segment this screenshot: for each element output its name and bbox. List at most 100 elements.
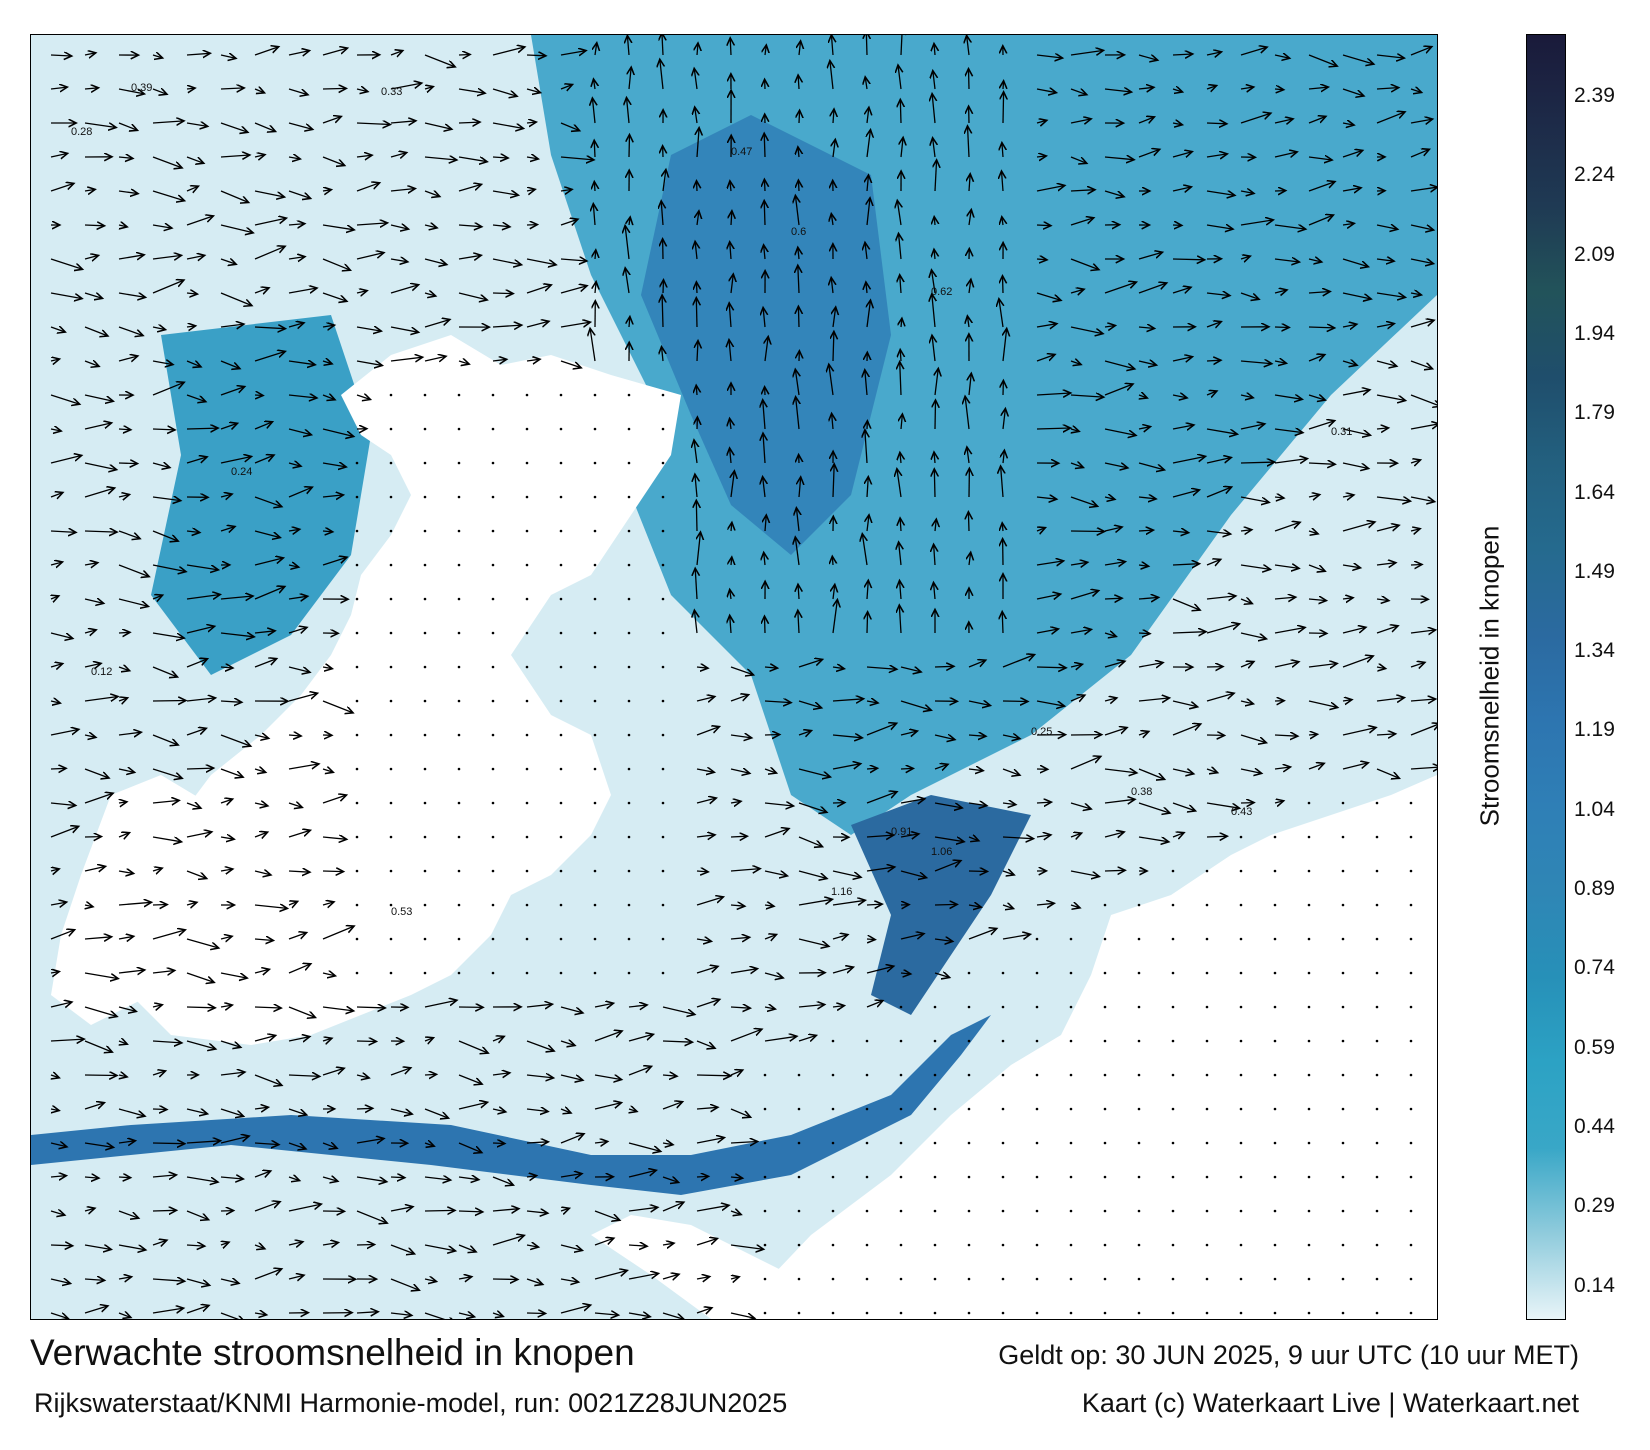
calm-dot [491, 597, 495, 601]
current-vector-arrow [999, 299, 1003, 328]
calm-dot [593, 461, 597, 465]
current-vector-arrow [867, 107, 869, 124]
current-vector-arrow [900, 934, 924, 939]
calm-dot [1171, 869, 1175, 873]
current-vector-arrow [1274, 327, 1289, 328]
calm-dot [933, 1005, 937, 1009]
current-vector-arrow [594, 182, 595, 192]
calm-dot [525, 427, 529, 431]
current-vector-arrow [696, 1205, 729, 1212]
calm-dot [1171, 1039, 1175, 1043]
current-vector-arrow [322, 769, 333, 772]
current-vector-arrow [1002, 701, 1028, 702]
current-vector-arrow [152, 463, 170, 468]
current-vector-arrow [288, 190, 311, 198]
current-vector-arrow [458, 361, 469, 364]
current-vector-arrow [695, 568, 697, 600]
current-vector-arrow [50, 292, 82, 299]
calm-dot [933, 1107, 937, 1111]
current-vector-arrow [832, 870, 861, 877]
current-vector-arrow [867, 612, 868, 634]
current-vector-arrow [254, 89, 265, 93]
calm-dot [627, 427, 631, 431]
current-vector-arrow [50, 664, 63, 667]
current-vector-arrow [50, 87, 67, 89]
current-vector-arrow [694, 440, 697, 464]
calm-dot [627, 767, 631, 771]
calm-dot [1307, 937, 1311, 941]
calm-dot [457, 699, 461, 703]
current-vector-arrow [356, 1075, 369, 1078]
current-vector-arrow [764, 870, 787, 876]
calm-dot [1035, 1277, 1039, 1281]
current-vector-arrow [1274, 767, 1291, 769]
current-vector-arrow [1172, 456, 1206, 464]
current-vector-arrow [900, 700, 931, 710]
calm-dot [1001, 1141, 1005, 1145]
current-vector-arrow [798, 938, 829, 946]
current-vector-arrow [764, 735, 780, 736]
current-vector-arrow [186, 216, 213, 226]
calm-dot [967, 1141, 971, 1145]
current-vector-arrow [1274, 628, 1305, 634]
current-vector-arrow [152, 429, 175, 430]
current-vector-arrow [118, 632, 130, 633]
current-vector-arrow [1036, 497, 1057, 499]
current-vector-arrow [730, 969, 758, 973]
current-vector-arrow [798, 870, 827, 879]
current-vector-arrow [356, 183, 380, 192]
current-vector-arrow [628, 1034, 653, 1042]
current-vector-arrow [696, 500, 697, 532]
current-vector-arrow [458, 1211, 483, 1212]
current-vector-arrow [900, 275, 901, 294]
current-vector-arrow [660, 59, 663, 90]
current-speed-map[interactable]: 0.39 0.28 0.33 0.47 0.6 0.62 0.91 1.06 1.16 0.25 0… [30, 34, 1438, 1320]
current-vector-arrow [458, 1074, 482, 1084]
colorbar-tick-label: 1.64 [1574, 480, 1615, 504]
current-vector-arrow [50, 1211, 65, 1215]
current-vector-arrow [458, 255, 481, 259]
current-vector-arrow [254, 455, 274, 464]
current-vector-arrow [1070, 395, 1104, 397]
current-vector-arrow [1342, 522, 1375, 532]
current-vector-arrow [1070, 463, 1083, 468]
current-vector-arrow [390, 1244, 415, 1254]
current-vector-arrow [526, 1109, 548, 1112]
current-vector-arrow [424, 320, 450, 328]
current-vector-arrow [730, 1142, 758, 1144]
calm-dot [967, 1005, 971, 1009]
current-vector-arrow [1070, 695, 1085, 701]
calm-dot [1103, 971, 1107, 975]
speed-label: 0.33 [381, 86, 402, 98]
calm-dot [661, 903, 665, 907]
current-vector-arrow [1308, 734, 1318, 735]
current-vector-arrow [186, 326, 196, 327]
current-vector-arrow [764, 133, 765, 158]
calm-dot [457, 597, 461, 601]
calm-dot [559, 733, 563, 737]
current-vector-arrow [50, 803, 76, 806]
current-vector-arrow [186, 1245, 205, 1246]
calm-dot [661, 869, 665, 873]
current-vector-arrow [1104, 462, 1128, 468]
current-vector-arrow [560, 51, 586, 55]
current-vector-arrow [969, 69, 970, 90]
current-vector-arrow [1376, 360, 1397, 366]
current-vector-arrow [1172, 54, 1193, 55]
current-vector-arrow [695, 474, 697, 498]
calm-dot [525, 937, 529, 941]
current-vector-arrow [867, 300, 871, 328]
current-vector-arrow [186, 186, 198, 191]
current-vector-arrow [1342, 728, 1376, 736]
current-vector-arrow [833, 331, 834, 362]
calm-dot [1239, 1107, 1243, 1111]
calm-dot [423, 631, 427, 635]
current-vector-arrow [152, 497, 181, 501]
calm-dot [1035, 1039, 1039, 1043]
current-vector-arrow [390, 153, 407, 157]
current-vector-arrow [1410, 47, 1432, 56]
current-vector-arrow [628, 1273, 659, 1280]
current-vector-arrow [628, 1313, 650, 1317]
current-vector-arrow [1104, 157, 1134, 160]
current-vector-arrow [832, 413, 833, 430]
